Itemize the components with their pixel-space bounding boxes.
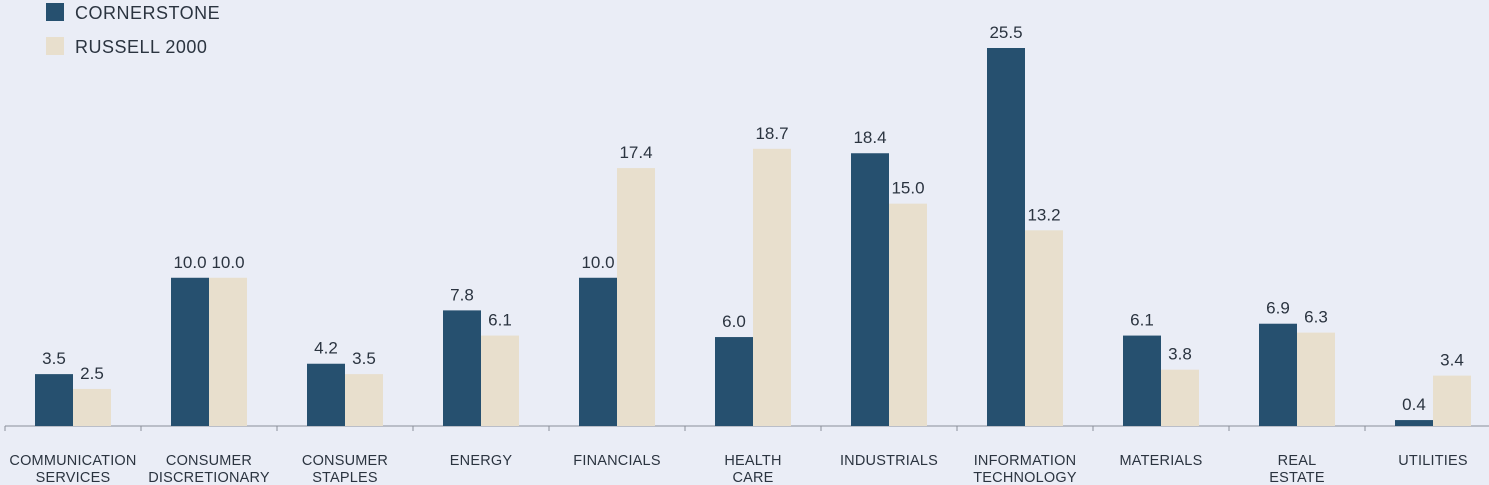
- category-label-real-estate: REAL ESTATE: [1269, 453, 1325, 485]
- bar-russell-2000-consumer-staples: [345, 374, 383, 426]
- legend-label-russell: RUSSELL 2000: [75, 37, 207, 57]
- value-label-cornerstone-real-estate: 6.9: [1266, 299, 1290, 318]
- legend-swatch-cornerstone: [46, 3, 64, 21]
- bar-russell-2000-information-technology: [1025, 230, 1063, 426]
- bar-cornerstone-consumer-staples: [307, 363, 345, 426]
- bar-cornerstone-financials: [579, 277, 617, 426]
- bar-cornerstone-real-estate: [1259, 323, 1297, 426]
- category-label-energy: ENERGY: [450, 453, 513, 469]
- legend-swatch-russell: [46, 37, 64, 55]
- value-label-cornerstone-utilities: 0.4: [1402, 395, 1426, 414]
- value-label-russell-2000-communication-services: 2.5: [80, 364, 104, 383]
- bar-russell-2000-consumer-discretionary: [209, 277, 247, 426]
- x-ticks: [4, 426, 1366, 431]
- value-label-russell-2000-consumer-staples: 3.5: [352, 349, 376, 368]
- value-label-russell-2000-utilities: 3.4: [1440, 351, 1464, 370]
- value-label-cornerstone-energy: 7.8: [450, 285, 474, 304]
- value-label-russell-2000-energy: 6.1: [488, 311, 512, 330]
- bar-russell-2000-materials: [1161, 369, 1199, 426]
- bar-cornerstone-industrials: [851, 153, 889, 426]
- bar-cornerstone-utilities: [1395, 420, 1433, 426]
- value-label-russell-2000-consumer-discretionary: 10.0: [211, 253, 244, 272]
- category-label-industrials: INDUSTRIALS: [840, 453, 938, 469]
- bar-cornerstone-communication-services: [35, 374, 73, 426]
- legend-label-cornerstone: CORNERSTONE: [75, 3, 220, 23]
- legend: CORNERSTONE RUSSELL 2000: [46, 3, 220, 57]
- bar-russell-2000-health-care: [753, 148, 791, 427]
- value-labels: 3.5 2.5 10.0 10.0 4.2 3.5 7.8 6.1 10.0 17.4 6.0 18.…: [42, 23, 1464, 414]
- bar-cornerstone-consumer-discretionary: [171, 277, 209, 426]
- value-label-cornerstone-information-technology: 25.5: [989, 23, 1022, 42]
- value-label-cornerstone-consumer-discretionary: 10.0: [173, 253, 206, 272]
- category-label-utilities: UTILITIES: [1398, 453, 1467, 469]
- value-label-russell-2000-health-care: 18.7: [755, 124, 788, 143]
- category-label-materials: MATERIALS: [1120, 453, 1203, 469]
- category-label-communication-services: COMMUNICATION SERVICES: [9, 453, 136, 485]
- value-label-russell-2000-materials: 3.8: [1168, 345, 1192, 364]
- bar-cornerstone-materials: [1123, 335, 1161, 426]
- value-label-cornerstone-health-care: 6.0: [722, 312, 746, 331]
- value-label-russell-2000-financials: 17.4: [619, 143, 652, 162]
- bar-russell-2000-financials: [617, 168, 655, 426]
- value-label-russell-2000-real-estate: 6.3: [1304, 308, 1328, 327]
- bar-russell-2000-communication-services: [73, 388, 111, 426]
- bar-cornerstone-health-care: [715, 337, 753, 426]
- value-label-cornerstone-materials: 6.1: [1130, 311, 1154, 330]
- category-label-health-care: HEALTH CARE: [724, 453, 781, 485]
- value-label-cornerstone-financials: 10.0: [581, 253, 614, 272]
- bar-russell-2000-utilities: [1433, 375, 1471, 426]
- category-label-information-technology: INFORMATION TECHNOLOGY: [973, 453, 1077, 485]
- value-label-russell-2000-industrials: 15.0: [891, 179, 924, 198]
- category-label-consumer-discretionary: CONSUMER DISCRETIONARY: [148, 453, 270, 485]
- bar-russell-2000-real-estate: [1297, 332, 1335, 426]
- bar-cornerstone-energy: [443, 310, 481, 426]
- value-label-cornerstone-consumer-staples: 4.2: [314, 339, 338, 358]
- category-labels: COMMUNICATION SERVICES CONSUMER DISCRETIONA…: [9, 453, 1467, 485]
- bar-cornerstone-information-technology: [987, 48, 1025, 426]
- bar-russell-2000-energy: [481, 335, 519, 426]
- value-label-cornerstone-industrials: 18.4: [853, 128, 886, 147]
- value-label-cornerstone-communication-services: 3.5: [42, 349, 66, 368]
- bars: [35, 48, 1471, 427]
- value-label-russell-2000-information-technology: 13.2: [1027, 205, 1060, 224]
- category-label-financials: FINANCIALS: [573, 453, 660, 469]
- category-label-consumer-staples: CONSUMER STAPLES: [302, 453, 388, 485]
- bar-russell-2000-industrials: [889, 203, 927, 426]
